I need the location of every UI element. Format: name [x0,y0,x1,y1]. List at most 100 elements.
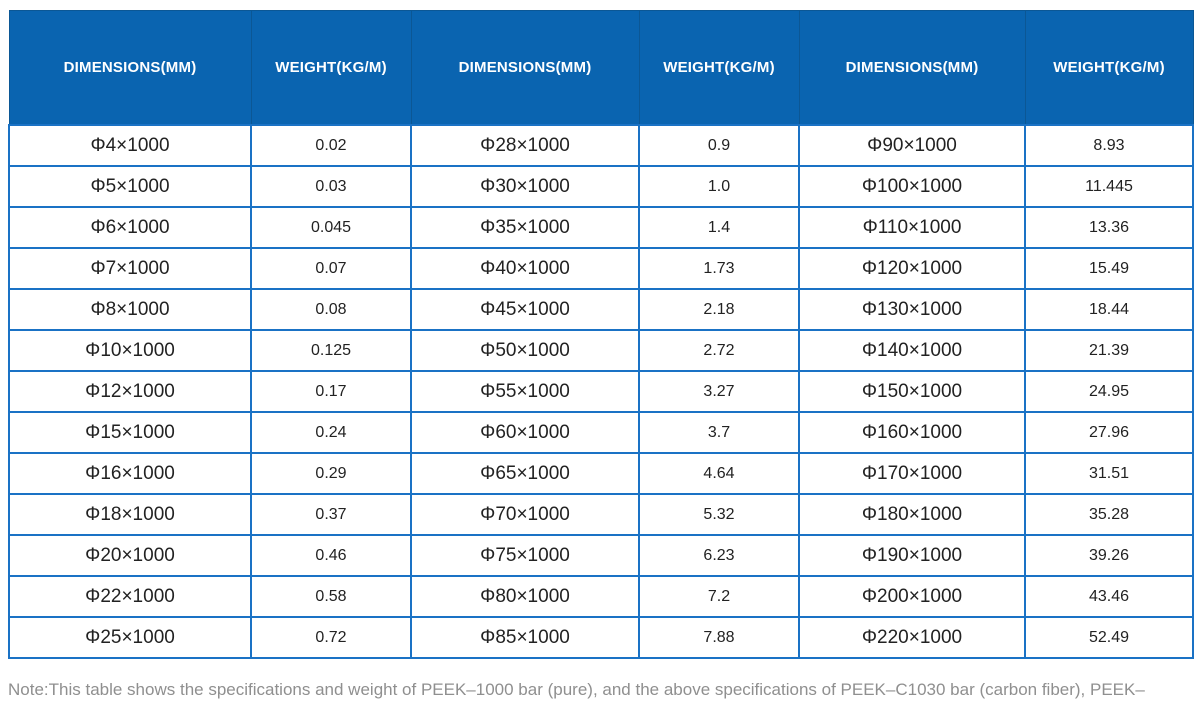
dimension-cell: Φ18×1000 [8,493,252,536]
weight-cell: 6.23 [638,534,800,577]
weight-cell: 0.17 [250,370,412,413]
weight-cell: 0.02 [250,124,412,167]
weight-cell: 0.08 [250,288,412,331]
weight-cell: 8.93 [1024,124,1194,167]
peek-bar-weight-table: DIMENSIONS(MM) WEIGHT(KG/M) DIMENSIONS(MM)… [8,10,1194,659]
dimension-cell: Φ7×1000 [8,247,252,290]
weight-cell: 0.29 [250,452,412,495]
dimension-cell: Φ40×1000 [410,247,640,290]
table-row: Φ10×1000 0.125 Φ50×1000 2.72 Φ140×1000 21.39 [8,329,1194,372]
table-row: Φ18×1000 0.37 Φ70×1000 5.32 Φ180×1000 35.28 [8,493,1194,536]
dimension-cell: Φ70×1000 [410,493,640,536]
dimension-cell: Φ35×1000 [410,206,640,249]
dimension-cell: Φ180×1000 [798,493,1026,536]
dimension-cell: Φ160×1000 [798,411,1026,454]
weight-cell: 0.9 [638,124,800,167]
weight-cell: 0.46 [250,534,412,577]
weight-cell: 27.96 [1024,411,1194,454]
dimension-cell: Φ55×1000 [410,370,640,413]
header-cell-weight: WEIGHT(KG/M) [250,10,412,126]
table-row: Φ5×1000 0.03 Φ30×1000 1.0 Φ100×1000 11.445 [8,165,1194,208]
header-cell-weight: WEIGHT(KG/M) [638,10,800,126]
weight-cell: 24.95 [1024,370,1194,413]
weight-cell: 31.51 [1024,452,1194,495]
dimension-cell: Φ4×1000 [8,124,252,167]
dimension-cell: Φ75×1000 [410,534,640,577]
header-cell-dimensions: DIMENSIONS(MM) [8,10,252,126]
weight-cell: 18.44 [1024,288,1194,331]
weight-cell: 0.125 [250,329,412,372]
weight-cell: 3.27 [638,370,800,413]
weight-cell: 1.4 [638,206,800,249]
dimension-cell: Φ150×1000 [798,370,1026,413]
weight-cell: 0.07 [250,247,412,290]
weight-cell: 4.64 [638,452,800,495]
header-cell-weight: WEIGHT(KG/M) [1024,10,1194,126]
dimension-cell: Φ110×1000 [798,206,1026,249]
weight-cell: 39.26 [1024,534,1194,577]
weight-cell: 13.36 [1024,206,1194,249]
dimension-cell: Φ80×1000 [410,575,640,618]
dimension-cell: Φ220×1000 [798,616,1026,659]
weight-cell: 3.7 [638,411,800,454]
weight-cell: 7.2 [638,575,800,618]
weight-cell: 2.18 [638,288,800,331]
dimension-cell: Φ25×1000 [8,616,252,659]
header-cell-dimensions: DIMENSIONS(MM) [410,10,640,126]
dimension-cell: Φ65×1000 [410,452,640,495]
table-row: Φ20×1000 0.46 Φ75×1000 6.23 Φ190×1000 39.26 [8,534,1194,577]
weight-cell: 0.72 [250,616,412,659]
table-row: Φ8×1000 0.08 Φ45×1000 2.18 Φ130×1000 18.44 [8,288,1194,331]
weight-cell: 15.49 [1024,247,1194,290]
table-body: Φ4×1000 0.02 Φ28×1000 0.9 Φ90×1000 8.93 Φ5×100… [8,124,1194,659]
dimension-cell: Φ16×1000 [8,452,252,495]
dimension-cell: Φ15×1000 [8,411,252,454]
header-cell-dimensions: DIMENSIONS(MM) [798,10,1026,126]
dimension-cell: Φ10×1000 [8,329,252,372]
dimension-cell: Φ200×1000 [798,575,1026,618]
weight-cell: 5.32 [638,493,800,536]
dimension-cell: Φ28×1000 [410,124,640,167]
table-row: Φ12×1000 0.17 Φ55×1000 3.27 Φ150×1000 24.95 [8,370,1194,413]
table-header: DIMENSIONS(MM) WEIGHT(KG/M) DIMENSIONS(MM)… [8,10,1194,126]
dimension-cell: Φ100×1000 [798,165,1026,208]
weight-cell: 2.72 [638,329,800,372]
table-row: Φ7×1000 0.07 Φ40×1000 1.73 Φ120×1000 15.49 [8,247,1194,290]
dimension-cell: Φ45×1000 [410,288,640,331]
dimension-cell: Φ12×1000 [8,370,252,413]
dimension-cell: Φ130×1000 [798,288,1026,331]
table-row: Φ4×1000 0.02 Φ28×1000 0.9 Φ90×1000 8.93 [8,124,1194,167]
dimension-cell: Φ140×1000 [798,329,1026,372]
weight-cell: 11.445 [1024,165,1194,208]
dimension-cell: Φ50×1000 [410,329,640,372]
weight-cell: 0.37 [250,493,412,536]
dimension-cell: Φ22×1000 [8,575,252,618]
dimension-cell: Φ30×1000 [410,165,640,208]
dimension-cell: Φ85×1000 [410,616,640,659]
dimension-cell: Φ190×1000 [798,534,1026,577]
table-row: Φ6×1000 0.045 Φ35×1000 1.4 Φ110×1000 13.36 [8,206,1194,249]
dimension-cell: Φ120×1000 [798,247,1026,290]
table-row: Φ25×1000 0.72 Φ85×1000 7.88 Φ220×1000 52.49 [8,616,1194,659]
dimension-cell: Φ20×1000 [8,534,252,577]
dimension-cell: Φ170×1000 [798,452,1026,495]
weight-cell: 0.045 [250,206,412,249]
weight-cell: 0.24 [250,411,412,454]
dimension-cell: Φ8×1000 [8,288,252,331]
table-header-row: DIMENSIONS(MM) WEIGHT(KG/M) DIMENSIONS(MM)… [8,10,1194,126]
dimension-cell: Φ60×1000 [410,411,640,454]
table-note: Note:This table shows the specifications… [8,680,1145,699]
weight-cell: 7.88 [638,616,800,659]
dimension-cell: Φ90×1000 [798,124,1026,167]
weight-cell: 0.58 [250,575,412,618]
table-row: Φ16×1000 0.29 Φ65×1000 4.64 Φ170×1000 31.51 [8,452,1194,495]
weight-cell: 52.49 [1024,616,1194,659]
weight-cell: 0.03 [250,165,412,208]
weight-cell: 35.28 [1024,493,1194,536]
table-row: Φ15×1000 0.24 Φ60×1000 3.7 Φ160×1000 27.96 [8,411,1194,454]
dimension-cell: Φ6×1000 [8,206,252,249]
weight-cell: 1.73 [638,247,800,290]
weight-cell: 1.0 [638,165,800,208]
dimension-cell: Φ5×1000 [8,165,252,208]
